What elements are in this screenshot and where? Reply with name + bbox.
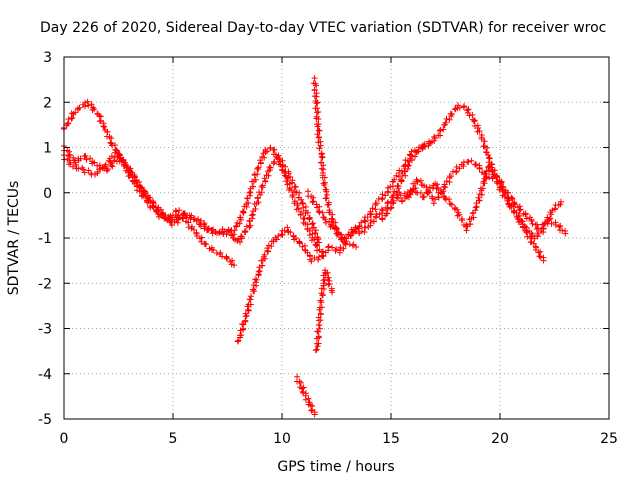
- series-markers: [234, 224, 360, 345]
- y-tick-label: 3: [43, 50, 52, 66]
- series-markers: [305, 102, 565, 242]
- series-track-6: [312, 267, 336, 354]
- series-markers: [310, 75, 434, 246]
- y-axis-label: SDTVAR / TECUs: [6, 181, 22, 296]
- series-track-4: [234, 224, 360, 345]
- series-layer: [60, 75, 569, 418]
- y-tick-label: -4: [38, 367, 52, 383]
- series-markers: [312, 267, 336, 354]
- series-track-5: [310, 75, 434, 246]
- y-tick-label: -5: [38, 412, 52, 428]
- x-tick-label: 5: [169, 431, 178, 447]
- x-axis-label: GPS time / hours: [277, 459, 394, 475]
- x-tick-label: 15: [382, 431, 400, 447]
- y-tick-label: 1: [43, 141, 52, 157]
- tick-layer: 0 5 10 15 20 25 -5 -4 -3 -2 -1 0 1 2 3: [38, 50, 618, 447]
- x-tick-label: 20: [491, 431, 509, 447]
- x-tick-label: 0: [60, 431, 69, 447]
- series-track-7: [294, 373, 318, 418]
- y-tick-label: -1: [38, 231, 52, 247]
- y-tick-label: 2: [43, 95, 52, 111]
- series-track-8: [305, 102, 565, 242]
- series-track-3: [60, 143, 327, 260]
- x-tick-label: 25: [600, 431, 618, 447]
- chart-title: Day 226 of 2020, Sidereal Day-to-day VTE…: [40, 20, 606, 36]
- x-tick-label: 10: [273, 431, 291, 447]
- series-markers: [294, 373, 318, 418]
- y-tick-label: -3: [38, 322, 52, 338]
- series-track-10: [398, 163, 547, 264]
- series-markers: [60, 143, 327, 260]
- series-markers: [398, 163, 547, 264]
- y-tick-label: -2: [38, 276, 52, 292]
- y-tick-label: 0: [43, 186, 52, 202]
